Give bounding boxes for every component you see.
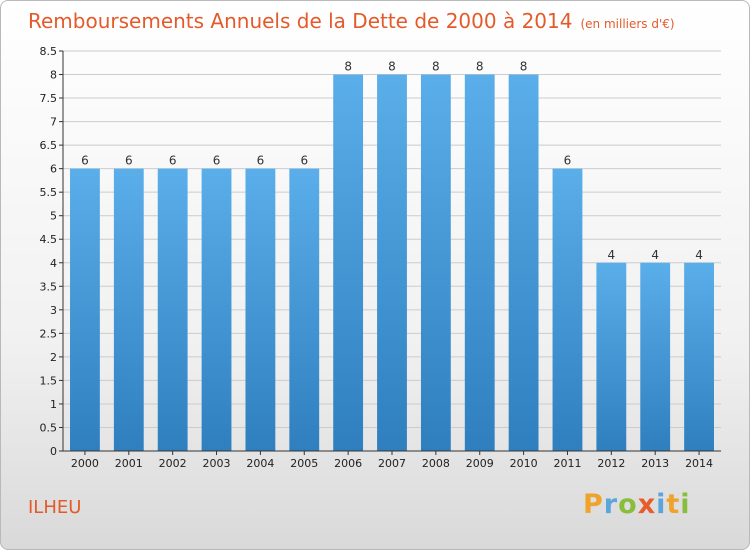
logo-letter: x	[637, 489, 657, 520]
axes: 0 0.5 1 1.5 2 2.5 3 3.5 4 4.5 5 5.5 6 6.5 7 7.5 8 8.5 2000…	[40, 45, 721, 470]
data-label: 4	[695, 248, 703, 262]
logo-letter: P	[583, 489, 604, 520]
x-tick-label: 2011	[553, 457, 581, 470]
bar-2013	[640, 262, 671, 451]
bar-2002	[157, 168, 188, 451]
bar-2012	[596, 262, 627, 451]
logo-letter: o	[618, 489, 638, 520]
y-tick-label: 7	[50, 116, 57, 129]
x-tick-label: 2004	[246, 457, 274, 470]
bar-2014	[684, 262, 714, 451]
x-tick-label: 2007	[378, 457, 406, 470]
x-tick-label: 2006	[334, 457, 362, 470]
data-label: 6	[564, 154, 572, 168]
bar-2000	[70, 168, 100, 451]
logo-letter: i	[656, 489, 667, 520]
data-label: 4	[651, 248, 659, 262]
y-tick-label: 2	[50, 351, 57, 364]
x-tick-label: 2001	[115, 457, 143, 470]
bar-2003	[201, 168, 232, 451]
chart-title-main: Remboursements Annuels de la Dette de 20…	[28, 9, 573, 33]
bar-2011	[552, 168, 583, 451]
logo-letter: i	[680, 489, 691, 520]
bar-2009	[464, 74, 495, 451]
data-label: 8	[432, 60, 440, 74]
y-tick-label: 0.5	[40, 421, 58, 434]
chart-title-unit: (en milliers d'€)	[580, 17, 675, 31]
y-tick-label: 0	[50, 445, 57, 458]
x-tick-label: 2012	[597, 457, 625, 470]
y-tick-label: 5.5	[40, 186, 58, 199]
x-tick-label: 2014	[685, 457, 713, 470]
y-tick-label: 1.5	[40, 374, 58, 387]
data-label: 6	[300, 154, 308, 168]
place-name: ILHEU	[28, 497, 82, 518]
y-tick-label: 4.5	[40, 233, 58, 246]
data-label: 4	[608, 248, 616, 262]
bars	[70, 74, 714, 451]
x-tick-label: 2005	[290, 457, 318, 470]
x-tick-label: 2013	[641, 457, 669, 470]
logo-letter: t	[666, 489, 681, 520]
x-tick-label: 2003	[203, 457, 231, 470]
data-label: 6	[125, 154, 133, 168]
y-tick-label: 2.5	[40, 327, 58, 340]
bar-2006	[333, 74, 364, 451]
y-tick-label: 6	[50, 163, 57, 176]
bar-2004	[245, 168, 276, 451]
data-label: 8	[476, 60, 484, 74]
y-tick-label: 3.5	[40, 280, 58, 293]
data-label: 6	[213, 154, 221, 168]
logo-letter: r	[603, 489, 619, 520]
y-tick-label: 5	[50, 210, 57, 223]
x-tick-label: 2010	[510, 457, 538, 470]
y-tick-label: 3	[50, 304, 57, 317]
bar-2007	[377, 74, 407, 451]
x-tick-label: 2009	[466, 457, 494, 470]
x-tick-label: 2000	[71, 457, 99, 470]
x-tick-label: 2002	[159, 457, 187, 470]
y-tick-label: 8	[50, 69, 57, 82]
data-label: 8	[388, 60, 396, 74]
data-label: 6	[257, 154, 265, 168]
y-tick-label: 7.5	[40, 92, 58, 105]
y-tick-label: 8.5	[40, 45, 58, 58]
bar-2005	[289, 168, 320, 451]
data-label: 8	[344, 60, 352, 74]
bar-2008	[420, 74, 451, 451]
bar-2001	[113, 168, 144, 451]
proxiti-logo[interactable]: Proxiti	[583, 489, 691, 520]
chart-title: Remboursements Annuels de la Dette de 20…	[28, 9, 675, 33]
y-tick-label: 6.5	[40, 139, 58, 152]
data-label: 6	[81, 154, 89, 168]
labels: 6 6 6 6 6 6 8 8 8 8 8 6 4 4 4	[81, 60, 703, 262]
bar-2010	[508, 74, 539, 451]
data-label: 6	[169, 154, 177, 168]
y-tick-label: 1	[50, 398, 57, 411]
y-tick-label: 4	[50, 257, 57, 270]
data-label: 8	[520, 60, 528, 74]
x-tick-label: 2008	[422, 457, 450, 470]
